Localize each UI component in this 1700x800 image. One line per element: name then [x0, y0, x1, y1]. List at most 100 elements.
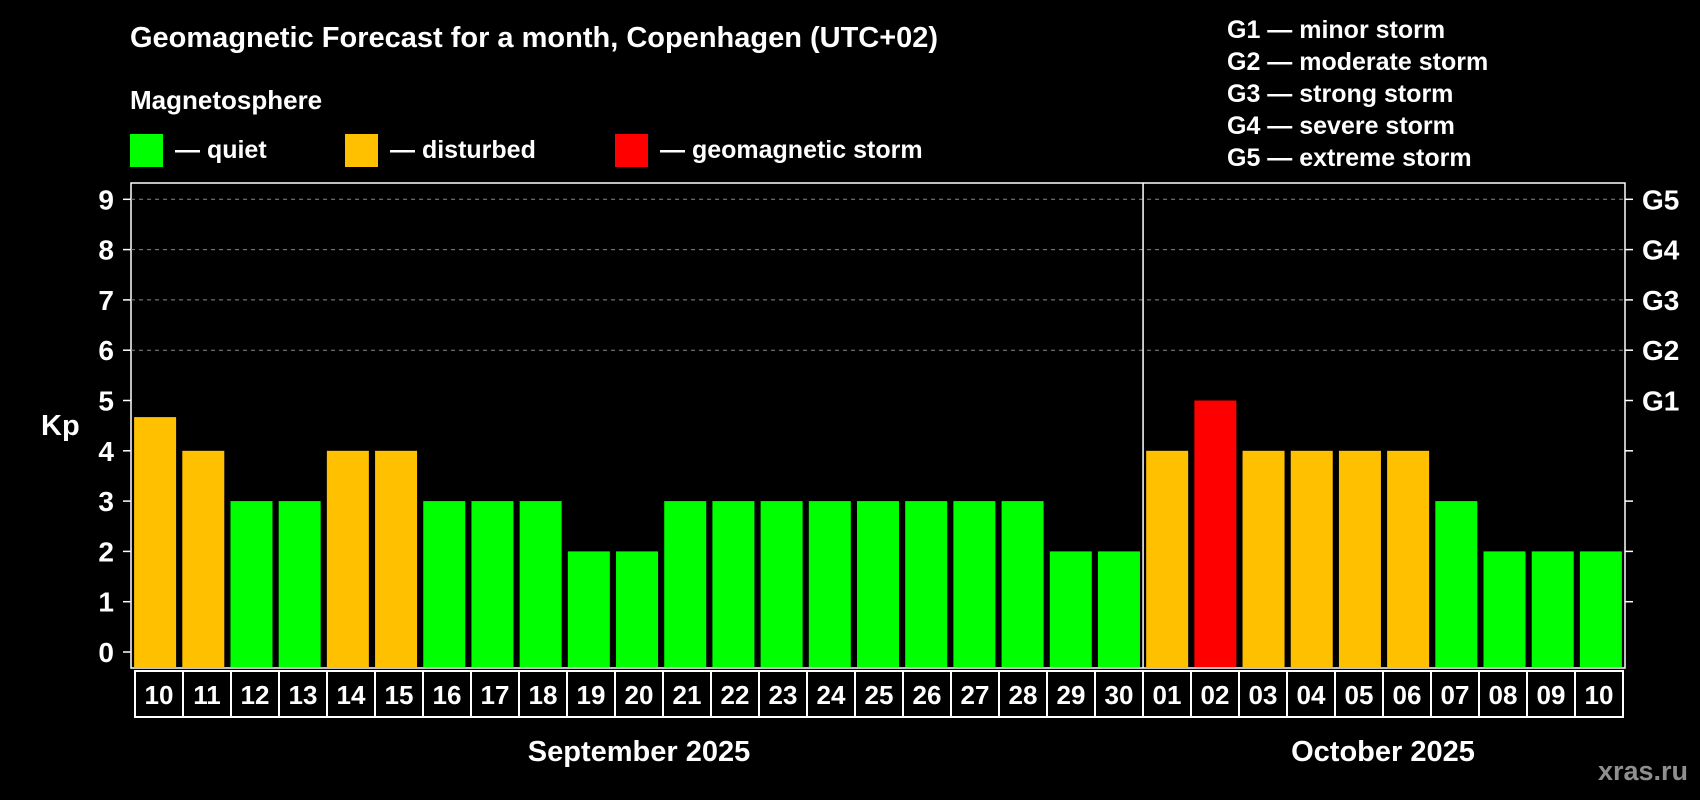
kp-bar-quiet: [567, 551, 610, 667]
kp-bar-disturbed: [1387, 450, 1430, 667]
x-tick-label: 06: [1393, 680, 1422, 710]
plot-frame: [130, 182, 1626, 669]
kp-bar-quiet: [1049, 551, 1092, 667]
y-tick-label: 5: [98, 386, 114, 417]
y-tick-label: 7: [98, 285, 114, 316]
x-tick-label: 16: [433, 680, 462, 710]
y-tick-label: 8: [98, 235, 114, 266]
x-tick-label: 25: [865, 680, 894, 710]
date-row-frame: [134, 670, 1624, 718]
y-tick-label: 6: [98, 335, 114, 366]
kp-bar-disturbed: [182, 450, 225, 667]
month-label-september: September 2025: [527, 736, 751, 768]
kp-bar-quiet: [760, 501, 803, 667]
x-tick-label: 09: [1537, 680, 1566, 710]
legend-label-quiet: — quiet: [175, 135, 267, 164]
x-tick-label: 24: [817, 680, 846, 710]
kp-bar-quiet: [519, 501, 562, 667]
g-scale-item: G5 — extreme storm: [1227, 144, 1472, 172]
x-tick-label: 14: [337, 680, 366, 710]
kp-bar-quiet: [616, 551, 659, 667]
kp-bar-disturbed: [134, 417, 177, 667]
kp-bar-disturbed: [1242, 450, 1285, 667]
legend-quiet: — quiet: [130, 133, 267, 167]
x-tick-label: 12: [241, 680, 270, 710]
y-tick-label: 1: [98, 587, 114, 618]
y-axis-label: Kp: [41, 410, 80, 442]
kp-bar-quiet: [905, 501, 948, 667]
kp-bar-quiet: [1531, 551, 1574, 667]
x-tick-label: 22: [721, 680, 750, 710]
x-tick-label: 10: [145, 680, 174, 710]
chart-title: Geomagnetic Forecast for a month, Copenh…: [130, 22, 939, 54]
g-scale-item: G3 — strong storm: [1227, 80, 1454, 108]
x-tick-label: 15: [385, 680, 414, 710]
y-tick-label: 0: [98, 637, 114, 668]
legend-label-storm: — geomagnetic storm: [660, 135, 923, 164]
kp-bar-quiet: [857, 501, 899, 667]
x-tick-label: 23: [769, 680, 798, 710]
x-tick-label: 28: [1009, 680, 1038, 710]
x-tick-label: 07: [1441, 680, 1470, 710]
g-scale-axis-label: G1: [1642, 386, 1679, 417]
y-tick-label: 9: [98, 184, 114, 215]
kp-bar-quiet: [278, 501, 321, 667]
kp-bar-disturbed: [1290, 450, 1333, 667]
kp-bar-disturbed: [326, 450, 369, 667]
kp-bar-quiet: [953, 501, 996, 667]
g-scale-legend: G1 — minor storm G2 — moderate storm G3 …: [1227, 14, 1488, 174]
g-scale-item: G1 — minor storm: [1227, 16, 1446, 44]
legend-swatch-quiet: [130, 133, 163, 167]
g-scale-item: G2 — moderate storm: [1227, 48, 1489, 76]
legend-swatch-storm: [615, 133, 648, 167]
x-tick-label: 11: [193, 680, 221, 710]
x-tick-label: 19: [577, 680, 606, 710]
watermark: xras.ru: [1597, 756, 1688, 786]
x-tick-label: 08: [1489, 680, 1518, 710]
x-tick-label: 10: [1585, 680, 1614, 710]
g-scale-axis-label: G5: [1642, 184, 1679, 215]
x-tick-label: 30: [1105, 680, 1134, 710]
x-tick-label: 04: [1297, 680, 1326, 710]
kp-bar-quiet: [1483, 551, 1526, 667]
legend-label-disturbed: — disturbed: [390, 135, 536, 164]
kp-bar-quiet: [712, 501, 755, 667]
kp-bar-disturbed: [1146, 450, 1189, 667]
kp-bar-quiet: [1001, 501, 1044, 667]
kp-bar-quiet: [471, 501, 514, 667]
month-label-october: October 2025: [1291, 736, 1475, 768]
g-scale-axis-label: G3: [1642, 285, 1679, 316]
g-scale-axis-label: G2: [1642, 335, 1679, 366]
x-tick-label: 03: [1249, 680, 1278, 710]
kp-bar-quiet: [1435, 501, 1478, 667]
x-tick-label: 29: [1057, 680, 1086, 710]
x-tick-label: 20: [625, 680, 654, 710]
legend-disturbed: — disturbed: [345, 133, 536, 167]
x-tick-label: 13: [289, 680, 318, 710]
x-tick-label: 17: [481, 680, 510, 710]
x-tick-label: 26: [913, 680, 942, 710]
x-tick-label: 01: [1153, 680, 1182, 710]
kp-bar-disturbed: [375, 450, 418, 667]
x-tick-label: 02: [1201, 680, 1230, 710]
x-tick-label: 05: [1345, 680, 1374, 710]
kp-bar-quiet: [808, 501, 851, 667]
kp-bar-quiet: [664, 501, 707, 667]
legend-swatch-disturbed: [345, 133, 378, 167]
g-scale-item: G4 — severe storm: [1227, 112, 1455, 140]
kp-bar-disturbed: [1338, 450, 1381, 667]
y-tick-label: 3: [98, 486, 114, 517]
kp-bar-storm: [1194, 400, 1237, 667]
kp-bar-quiet: [230, 501, 273, 667]
kp-bar-quiet: [423, 501, 466, 667]
x-tick-label: 18: [529, 680, 558, 710]
y-tick-label: 4: [98, 436, 114, 467]
legend-heading: Magnetosphere: [130, 85, 323, 115]
y-tick-label: 2: [98, 536, 114, 567]
kp-bar-quiet: [1097, 551, 1140, 667]
kp-bar-quiet: [1579, 551, 1622, 667]
g-scale-axis-label: G4: [1642, 235, 1680, 266]
legend-storm: — geomagnetic storm: [615, 133, 923, 167]
x-tick-label: 21: [673, 680, 702, 710]
